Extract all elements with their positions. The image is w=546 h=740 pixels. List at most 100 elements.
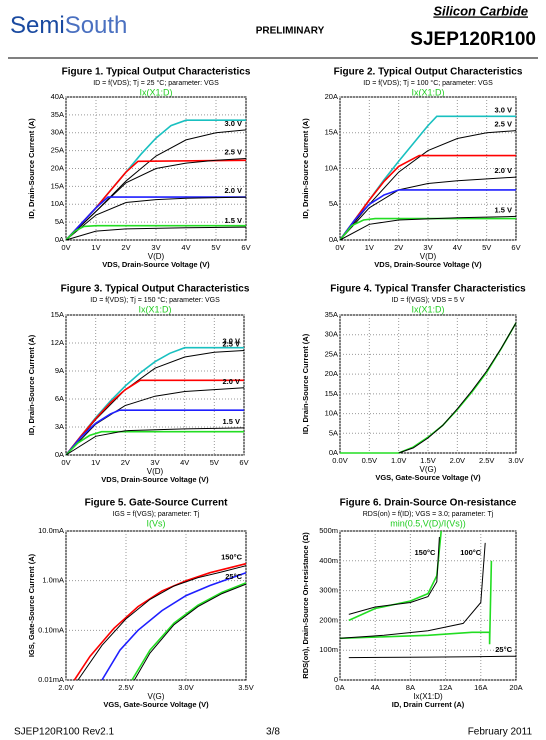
- x-tick-label: 20A: [509, 683, 522, 692]
- y-tick-label: 40A: [51, 92, 64, 101]
- y-axis-label: ID, Drain-Source Current (A): [27, 118, 36, 219]
- curve-label: 25°C: [225, 572, 242, 581]
- curve: [348, 655, 517, 659]
- y-tick-label: 9A: [55, 366, 64, 375]
- x-tick-label: 6V: [241, 243, 250, 252]
- status: PRELIMINARY: [256, 26, 325, 37]
- y-tick-label: 0.01mA: [38, 675, 64, 684]
- curve-label: 25°C: [495, 645, 512, 654]
- x-tick-label: 4A: [371, 683, 380, 692]
- curve-label: 100°C: [460, 548, 482, 557]
- y-tick-label: 30A: [51, 128, 64, 137]
- x-axis-label: VDS, Drain-Source Voltage (V): [102, 260, 210, 269]
- x-tick-label: 1V: [365, 243, 374, 252]
- x-inner-label: V(G): [420, 465, 437, 474]
- curve-label: 1.5 V: [224, 216, 242, 225]
- x-tick-label: 8A: [406, 683, 415, 692]
- y-tick-label: 15A: [325, 128, 338, 137]
- figure-subtitle: ID = f(VGS); VDS = 5 V: [391, 297, 464, 304]
- x-tick-label: 1V: [91, 243, 100, 252]
- x-axis-label: ID, Drain Current (A): [392, 700, 465, 709]
- y-tick-label: 20A: [51, 163, 64, 172]
- curve: [65, 196, 246, 241]
- y-axis-label: ID, Drain-Source Current (A): [301, 118, 310, 219]
- figure-title: Figure 1. Typical Output Characteristics: [62, 67, 251, 78]
- y-tick-label: 500m: [319, 526, 338, 535]
- x-tick-label: 5V: [482, 243, 491, 252]
- x-tick-label: 3V: [150, 458, 159, 467]
- x-tick-label: 0.5V: [362, 456, 377, 465]
- curve: [77, 565, 247, 681]
- logo: SemiSouth: [10, 12, 127, 39]
- x-inner-label: Ix(X1:D): [413, 692, 443, 701]
- curve: [348, 536, 440, 615]
- y-tick-label: 0A: [55, 235, 64, 244]
- curve: [339, 189, 516, 241]
- inner-label: Ix(X1:D): [411, 304, 444, 314]
- x-axis-label: VGS, Gate-Source Voltage (V): [375, 473, 481, 482]
- y-tick-label: 0A: [329, 448, 338, 457]
- y-tick-label: 12A: [51, 338, 64, 347]
- x-tick-label: 0A: [335, 683, 344, 692]
- footer-right: February 2011: [468, 727, 533, 738]
- y-tick-label: 3A: [55, 422, 64, 431]
- curve-label: 1.5 V: [222, 417, 240, 426]
- curve: [339, 176, 517, 241]
- y-tick-label: 0A: [329, 235, 338, 244]
- curve-label: 1.5 V: [494, 205, 512, 214]
- x-tick-label: 4V: [180, 458, 189, 467]
- curve-label: 3.0 V: [222, 337, 240, 346]
- logo-south: South: [65, 12, 128, 39]
- figure-title: Figure 4. Typical Transfer Characteristi…: [330, 284, 526, 295]
- family: Silicon Carbide: [433, 3, 528, 18]
- footer-center: 3/8: [266, 727, 280, 738]
- inner-label: Ix(X1:D): [139, 87, 172, 97]
- y-axis-label: IGS, Gate-Source Current (A): [27, 553, 36, 657]
- y-tick-label: 200m: [319, 615, 338, 624]
- curve: [339, 542, 486, 639]
- y-tick-label: 100m: [319, 645, 338, 654]
- y-axis-label: ID, Drain-Source Current (A): [27, 334, 36, 435]
- curve: [65, 158, 247, 241]
- x-inner-label: V(D): [420, 252, 437, 261]
- y-tick-label: 5A: [329, 199, 338, 208]
- x-tick-label: 16A: [474, 683, 487, 692]
- curve: [65, 196, 247, 241]
- y-tick-label: 400m: [319, 556, 338, 565]
- curve: [73, 562, 247, 681]
- x-tick-label: 2.5V: [118, 683, 133, 692]
- y-tick-label: 20A: [325, 92, 338, 101]
- figure-title: Figure 2. Typical Output Characteristics: [334, 67, 523, 78]
- x-inner-label: V(D): [147, 467, 164, 476]
- y-tick-label: 15A: [51, 181, 64, 190]
- y-tick-label: 25A: [51, 146, 64, 155]
- x-tick-label: 2.0V: [450, 456, 465, 465]
- figure-subtitle: RDS(on) = f(ID); VGS = 3.0; parameter: T…: [363, 511, 494, 518]
- y-tick-label: 20A: [325, 369, 338, 378]
- curve-label: 150°C: [221, 553, 243, 562]
- y-axis-label: RDS(on), Drain-Source On-resistance (Ω): [301, 532, 310, 679]
- x-tick-label: 3.5V: [238, 683, 253, 692]
- y-tick-label: 0A: [55, 450, 64, 459]
- x-tick-label: 2.0V: [58, 683, 73, 692]
- y-tick-label: 300m: [319, 586, 338, 595]
- curve: [65, 409, 244, 456]
- x-axis-label: VGS, Gate-Source Voltage (V): [103, 700, 209, 709]
- curve: [65, 387, 245, 456]
- curve-label: 3.0 V: [224, 119, 242, 128]
- figure-subtitle: ID = f(VDS); Tj = 150 °C; parameter: VGS: [90, 296, 220, 304]
- figure-title: Figure 5. Gate-Source Current: [85, 498, 228, 509]
- y-tick-label: 30A: [325, 330, 338, 339]
- x-tick-label: 12A: [439, 683, 452, 692]
- curve: [339, 560, 493, 645]
- y-tick-label: 5A: [55, 217, 64, 226]
- x-tick-label: 3V: [423, 243, 432, 252]
- x-axis-label: VDS, Drain-Source Voltage (V): [374, 260, 482, 269]
- x-axis-label: VDS, Drain-Source Voltage (V): [101, 475, 209, 484]
- figure-title: Figure 6. Drain-Source On-resistance: [340, 498, 517, 509]
- y-tick-label: 10A: [325, 163, 338, 172]
- logo-semi: Semi: [10, 12, 65, 39]
- curve: [65, 226, 247, 241]
- curve-label: 3.0 V: [494, 105, 512, 114]
